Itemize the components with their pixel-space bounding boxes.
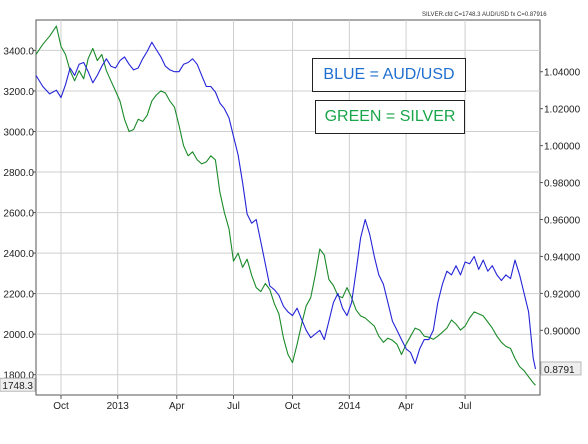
right-tick-label: 1.02000: [544, 105, 581, 116]
left-tick-label: 3000.0: [3, 127, 34, 138]
right-tick-label: 0.94000: [544, 252, 581, 263]
right-tick-label: 0.96000: [544, 216, 581, 227]
series-group: [35, 25, 537, 386]
left-last-value-box: [0, 377, 36, 392]
right-tick-label: 1.00000: [544, 142, 581, 153]
series-line-audusd: [35, 41, 537, 370]
left-tick-label: 2400.0: [3, 249, 34, 260]
right-last-value-label: 0.8791: [544, 365, 575, 376]
x-tick-label: Jul: [227, 401, 240, 412]
header-aud: AUD/USD fx C=0.87916: [482, 12, 547, 18]
last-value-labels: 1748.3 0.8791: [0, 361, 582, 392]
left-tick-label: 3200.0: [3, 87, 34, 98]
right-tick-label: 0.92000: [544, 289, 581, 300]
right-tick-label: 0.98000: [544, 179, 581, 190]
x-tick-label: Oct: [53, 401, 69, 412]
right-tick-label: 1.04000: [544, 68, 581, 79]
x-tick-label: 2014: [338, 401, 361, 412]
left-tick-label: 3400.0: [3, 46, 34, 57]
x-tick-label: Jul: [459, 401, 472, 412]
x-tick-label: Oct: [285, 401, 301, 412]
right-last-value-box: [540, 361, 582, 376]
x-tick-label: Apr: [169, 401, 185, 412]
x-axis: Oct 2013 Apr Jul Oct 2014 Apr Jul: [53, 395, 471, 412]
left-axis: 3400.0 3200.0 3000.0 2800.0 2600.0 2400.0 2200…: [3, 46, 36, 382]
x-tick-label: Apr: [398, 401, 414, 412]
left-tick-label: 2600.0: [3, 209, 34, 220]
legend-green-note: GREEN = SILVER: [315, 100, 465, 134]
left-tick-label: 2200.0: [3, 290, 34, 301]
grid: [36, 20, 540, 395]
right-axis: 1.04000 1.02000 1.00000 0.98000 0.96000 0.940…: [540, 68, 581, 337]
left-last-value-label: 1748.3: [2, 381, 33, 392]
header-silver: SILVER.cfd C=1748.3: [422, 12, 481, 18]
x-tick-label: 2013: [107, 401, 130, 412]
series-line-silver: [35, 25, 536, 386]
right-tick-label: 0.90000: [544, 326, 581, 337]
left-tick-label: 2800.0: [3, 168, 34, 179]
left-tick-label: 2000.0: [3, 330, 34, 341]
left-tick-label: 1800.0: [3, 371, 34, 382]
legend-blue-note: BLUE = AUD/USD: [312, 58, 466, 92]
